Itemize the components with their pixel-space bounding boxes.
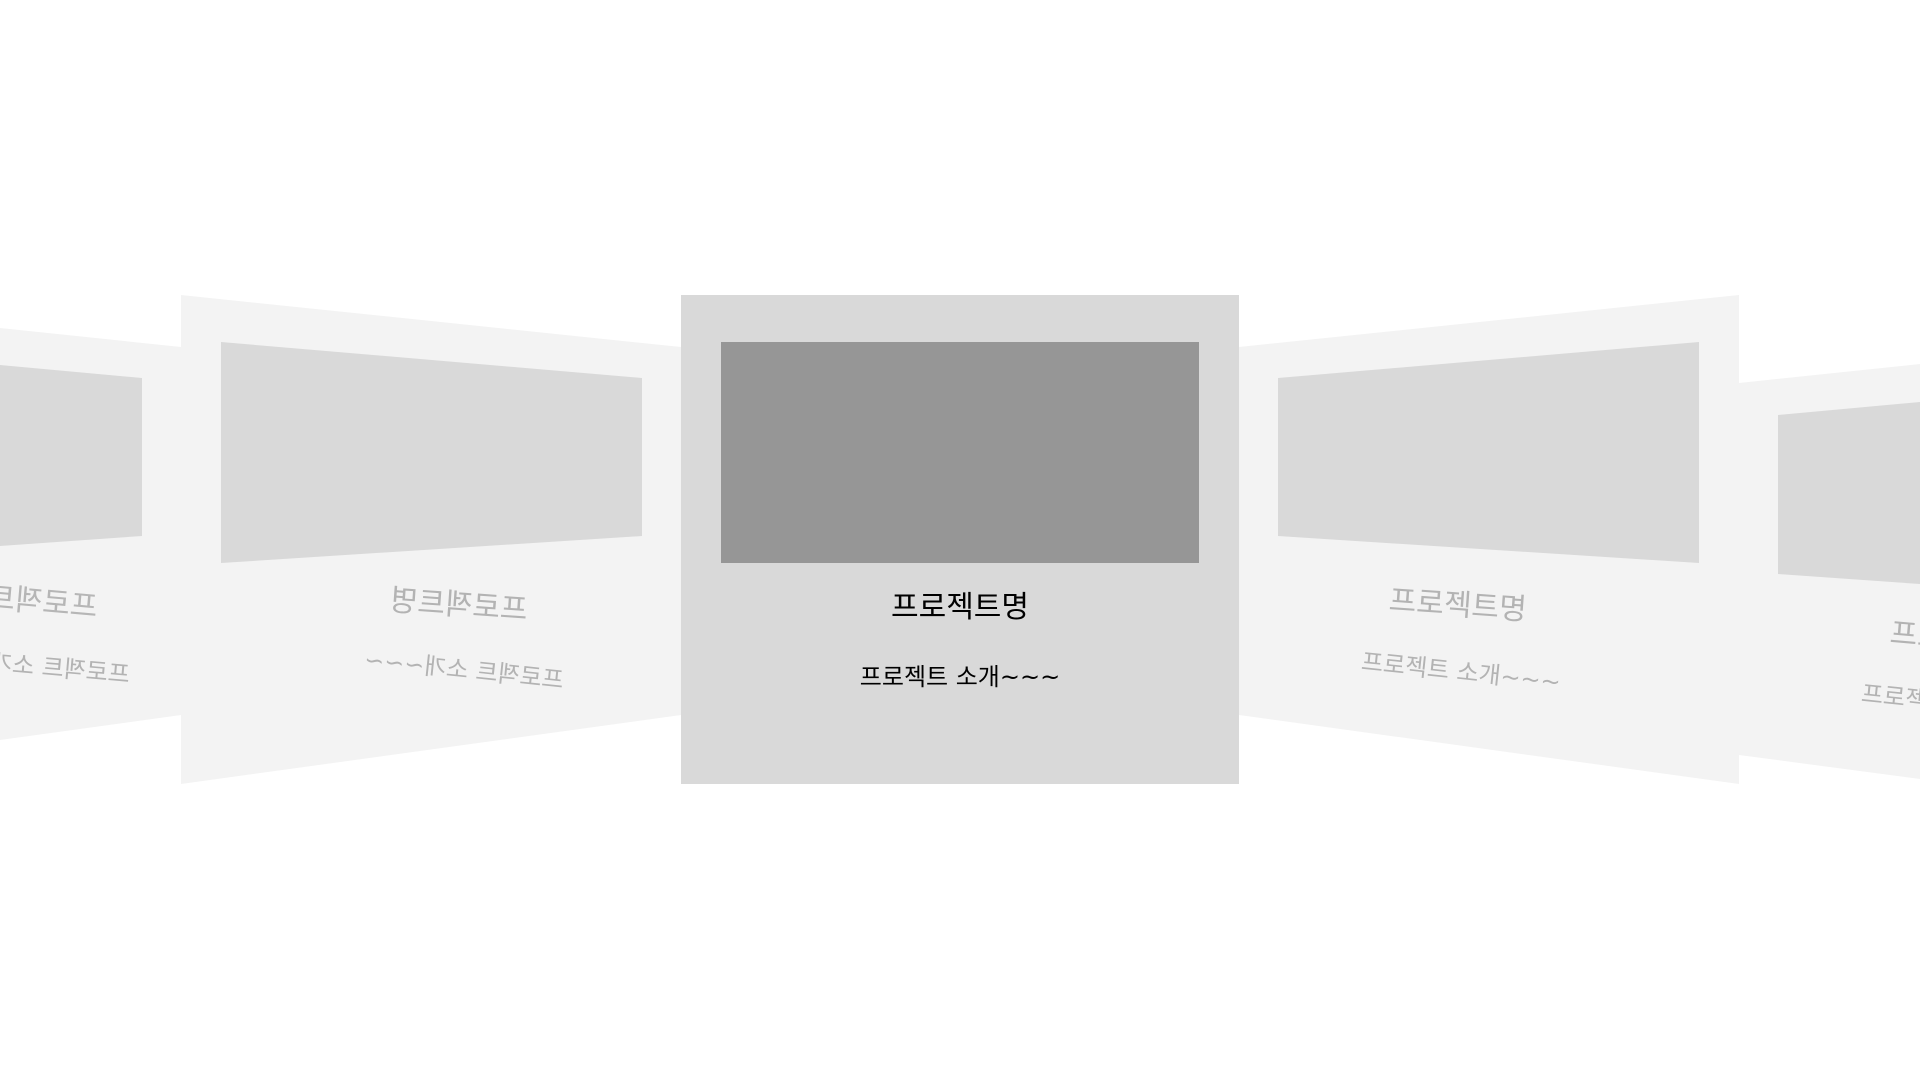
card-far-right[interactable] bbox=[1739, 364, 1920, 779]
card-far-right-title: 프로젝트명 bbox=[1888, 616, 1920, 663]
card-right-bg bbox=[1239, 295, 1739, 784]
card-left-bg bbox=[181, 295, 681, 784]
card-active-title: 프로젝트명 bbox=[891, 590, 1029, 625]
card-left[interactable] bbox=[181, 295, 681, 784]
card-right-title: 프로젝트명 bbox=[1387, 583, 1528, 628]
card-active-thumbnail bbox=[721, 342, 1199, 563]
card-right-description: 프로젝트 소개~~~ bbox=[1359, 647, 1563, 697]
card-far-right-thumb bbox=[1778, 402, 1920, 584]
card-far-right-bg bbox=[1739, 364, 1920, 779]
card-far-left-thumb bbox=[0, 365, 142, 546]
card-right-thumb bbox=[1278, 342, 1699, 563]
card-active-description: 프로젝트 소개~~~ bbox=[859, 663, 1061, 691]
card-left-title: 프로젝트명 bbox=[388, 583, 529, 628]
card-left-thumb bbox=[221, 342, 642, 563]
card-far-left-title: 프로젝트명 bbox=[0, 578, 99, 625]
card-far-right-description: 프로젝트 소개~~~ bbox=[1859, 679, 1920, 729]
card-far-left-description: 프로젝트 소개~~~ bbox=[0, 643, 132, 689]
card-active[interactable]: 프로젝트명 프로젝트 소개~~~ bbox=[681, 295, 1239, 784]
card-left-description: 프로젝트 소개~~~ bbox=[362, 645, 566, 695]
card-right[interactable] bbox=[1239, 295, 1739, 784]
